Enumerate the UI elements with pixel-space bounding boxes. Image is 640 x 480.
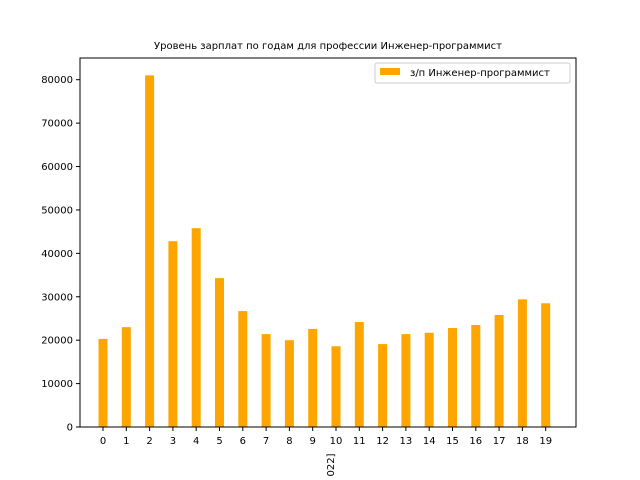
- x-tick-label: 3: [170, 436, 176, 447]
- x-tick-label: 16: [469, 436, 482, 447]
- bar-8: [284, 340, 294, 427]
- x-tick-label: 7: [263, 436, 269, 447]
- legend-label: з/п Инженер-программист: [410, 68, 550, 79]
- y-tick-label: 40000: [41, 249, 73, 260]
- bar-10: [331, 346, 341, 427]
- y-tick-label: 30000: [41, 292, 73, 303]
- legend-box: [374, 62, 571, 84]
- y-tick-label: 10000: [41, 379, 73, 390]
- x-tick-label: 12: [376, 436, 389, 447]
- bar-4: [191, 228, 201, 427]
- bar-7: [261, 334, 271, 427]
- bar-19: [541, 303, 551, 427]
- x-tick-label: 9: [310, 436, 316, 447]
- bar-17: [494, 315, 504, 427]
- x-tick-label: 14: [423, 436, 436, 447]
- y-axis: 0 10000 20000 30000 40000 50000 60000 70000 8000…: [41, 75, 80, 434]
- x-tick-label: 19: [539, 436, 552, 447]
- x-tick-label: 15: [446, 436, 459, 447]
- bar-0: [98, 338, 108, 427]
- bar-5: [215, 278, 224, 427]
- x-tick-label: 0: [100, 436, 106, 447]
- x-tick-label: 13: [400, 436, 413, 447]
- bar-18: [517, 299, 527, 427]
- bar-14: [424, 332, 434, 427]
- y-tick-label: 20000: [41, 336, 73, 347]
- bar-12: [378, 344, 388, 427]
- x-tick-label: 2: [146, 436, 152, 447]
- bars-group: [98, 75, 551, 428]
- x-tick-label: 1: [123, 436, 129, 447]
- x-axis-label: 022]: [326, 453, 337, 476]
- x-tick-label: 18: [516, 436, 529, 447]
- x-tick-label: 4: [193, 436, 199, 447]
- x-tick-label: 8: [286, 436, 292, 447]
- legend-swatch: [380, 68, 400, 75]
- bar-9: [308, 328, 318, 427]
- bar-16: [471, 324, 481, 427]
- chart-title: Уровень зарплат по годам для профессии И…: [154, 41, 502, 52]
- bar-2: [145, 75, 155, 428]
- bar-1: [121, 327, 131, 427]
- x-tick-label: 17: [493, 436, 506, 447]
- y-tick-label: 80000: [41, 75, 73, 86]
- x-axis: 0 1 2 3 4 5 6 7 8 9 10 11 12 13 14 15 16 17 18 19: [100, 427, 552, 447]
- x-tick-label: 11: [353, 436, 366, 447]
- x-tick-label: 6: [240, 436, 246, 447]
- bar-6: [238, 311, 248, 427]
- bar-3: [168, 241, 178, 427]
- y-tick-label: 70000: [41, 119, 73, 130]
- y-tick-label: 50000: [41, 205, 73, 216]
- y-tick-label: 60000: [41, 162, 73, 173]
- plot-frame: [79, 57, 577, 428]
- bar-11: [354, 321, 364, 427]
- legend: з/п Инженер-программист: [374, 62, 571, 84]
- bar-15: [448, 328, 457, 427]
- bar-13: [401, 334, 411, 427]
- x-tick-label: 5: [216, 436, 222, 447]
- x-tick-label: 10: [330, 436, 343, 447]
- y-tick-label: 0: [67, 423, 73, 434]
